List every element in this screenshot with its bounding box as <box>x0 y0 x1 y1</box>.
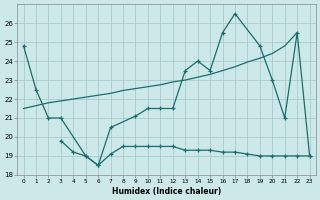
X-axis label: Humidex (Indice chaleur): Humidex (Indice chaleur) <box>112 187 221 196</box>
